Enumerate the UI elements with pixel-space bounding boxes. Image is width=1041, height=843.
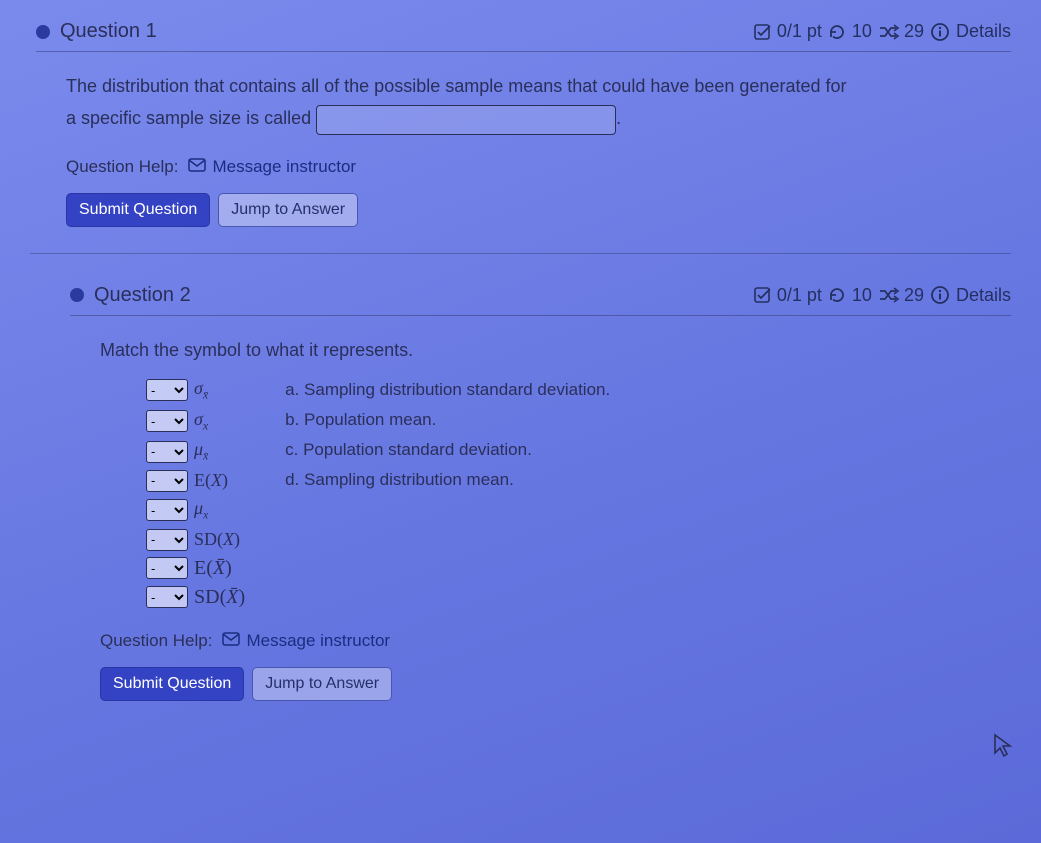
message-instructor-label: Message instructor <box>246 631 390 651</box>
shuffle-count: 29 <box>904 21 924 42</box>
symbol-column: -abcd σx̄ -abcd σx -abcd μx̄ -abcd E(X) -abc… <box>146 378 245 608</box>
symbol-3: E(X) <box>194 470 228 491</box>
symbol-row: -abcd μx <box>146 498 245 523</box>
q1-prompt: The distribution that contains all of th… <box>66 70 1011 135</box>
question-2-meta: 0/1 pt 10 29 Details <box>753 285 1011 306</box>
question-2-title: Question 2 <box>94 284 191 307</box>
jump-to-answer-button[interactable]: Jump to Answer <box>218 193 358 227</box>
option-a: a. Sampling distribution standard deviat… <box>285 380 610 400</box>
divider <box>30 253 1011 254</box>
points-text: 0/1 pt <box>777 21 822 42</box>
match-select-0[interactable]: -abcd <box>146 379 188 401</box>
status-dot-icon <box>70 288 84 302</box>
q2-prompt: Match the symbol to what it represents. <box>100 334 1011 366</box>
match-select-4[interactable]: -abcd <box>146 499 188 521</box>
help-label: Question Help: <box>66 157 178 177</box>
mail-icon <box>222 631 240 651</box>
cursor-icon <box>993 733 1013 763</box>
info-icon[interactable] <box>930 285 950 305</box>
details-link[interactable]: Details <box>956 21 1011 42</box>
symbol-2: μx̄ <box>194 439 208 464</box>
retry-icon <box>828 23 846 41</box>
definition-column: a. Sampling distribution standard deviat… <box>285 378 610 608</box>
symbol-6: E(X̄) <box>194 557 232 580</box>
match-select-3[interactable]: -abcd <box>146 470 188 492</box>
symbol-1: σx <box>194 409 208 434</box>
match-select-6[interactable]: -abcd <box>146 557 188 579</box>
q1-help: Question Help: Message instructor <box>66 157 1011 177</box>
symbol-row: -abcd σx <box>146 409 245 434</box>
question-1-meta: 0/1 pt 10 29 Details <box>753 21 1011 42</box>
retry-count: 10 <box>852 285 872 306</box>
question-1: Question 1 0/1 pt 10 29 Details <box>30 10 1011 254</box>
help-label: Question Help: <box>100 631 212 651</box>
symbol-row: -abcd E(X̄) <box>146 557 245 580</box>
question-2-header: Question 2 0/1 pt 10 29 Details <box>70 274 1011 316</box>
question-1-header: Question 1 0/1 pt 10 29 Details <box>36 10 1011 52</box>
checkbox-icon <box>753 23 771 41</box>
q2-help: Question Help: Message instructor <box>100 631 1011 651</box>
option-d: d. Sampling distribution mean. <box>285 470 610 490</box>
symbol-row: -abcd SD(X) <box>146 529 245 551</box>
status-dot-icon <box>36 25 50 39</box>
option-b: b. Population mean. <box>285 410 610 430</box>
checkbox-icon <box>753 286 771 304</box>
message-instructor-link[interactable]: Message instructor <box>222 631 390 651</box>
symbol-5: SD(X) <box>194 529 240 550</box>
question-2: Question 2 0/1 pt 10 29 Details <box>30 274 1011 701</box>
match-select-1[interactable]: -abcd <box>146 410 188 432</box>
symbol-0: σx̄ <box>194 378 208 403</box>
q1-prompt-line1: The distribution that contains all of th… <box>66 76 847 96</box>
match-select-2[interactable]: -abcd <box>146 441 188 463</box>
symbol-row: -abcd σx̄ <box>146 378 245 403</box>
symbol-4: μx <box>194 498 208 523</box>
symbol-row: -abcd E(X) <box>146 470 245 492</box>
symbol-row: -abcd μx̄ <box>146 439 245 464</box>
mail-icon <box>188 157 206 177</box>
question-1-title: Question 1 <box>60 20 157 43</box>
jump-to-answer-button[interactable]: Jump to Answer <box>252 667 392 701</box>
points-text: 0/1 pt <box>777 285 822 306</box>
info-icon[interactable] <box>930 22 950 42</box>
symbol-7: SD(X̄) <box>194 586 245 609</box>
answer-input[interactable] <box>316 105 616 135</box>
submit-question-button[interactable]: Submit Question <box>100 667 244 701</box>
match-select-5[interactable]: -abcd <box>146 529 188 551</box>
match-select-7[interactable]: -abcd <box>146 586 188 608</box>
retry-count: 10 <box>852 21 872 42</box>
message-instructor-link[interactable]: Message instructor <box>188 157 356 177</box>
option-c: c. Population standard deviation. <box>285 440 610 460</box>
q1-prompt-line2: a specific sample size is called <box>66 108 311 128</box>
retry-icon <box>828 286 846 304</box>
shuffle-icon <box>878 23 898 41</box>
symbol-row: -abcd SD(X̄) <box>146 586 245 609</box>
shuffle-icon <box>878 286 898 304</box>
message-instructor-label: Message instructor <box>212 157 356 177</box>
match-table: -abcd σx̄ -abcd σx -abcd μx̄ -abcd E(X) -abc… <box>146 378 1011 608</box>
shuffle-count: 29 <box>904 285 924 306</box>
submit-question-button[interactable]: Submit Question <box>66 193 210 227</box>
details-link[interactable]: Details <box>956 285 1011 306</box>
